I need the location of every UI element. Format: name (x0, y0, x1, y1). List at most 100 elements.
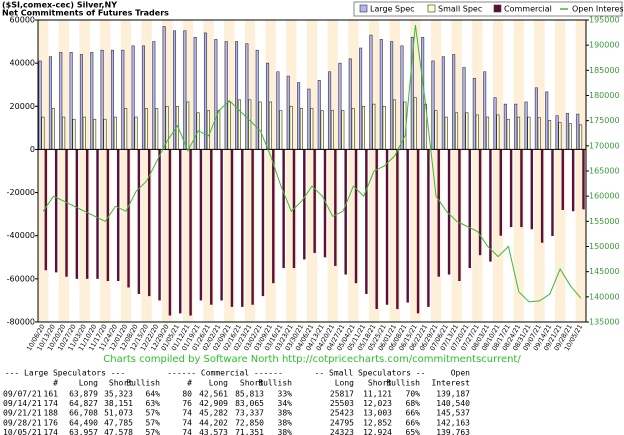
bar (555, 115, 559, 150)
bar (297, 82, 301, 150)
bar (506, 118, 510, 150)
bar (85, 149, 89, 279)
table-cell: 38% (278, 418, 293, 427)
table-header: Long (79, 379, 98, 388)
bar (103, 118, 107, 150)
y2-tick-label: 190000 (589, 41, 620, 50)
legend-swatch (493, 4, 502, 13)
stripe (513, 20, 524, 322)
line (42, 24, 582, 303)
bar (72, 118, 76, 150)
bar (551, 149, 554, 237)
bar (220, 149, 223, 301)
stripe (286, 20, 297, 322)
table-cell: 25503 (330, 399, 354, 408)
bar (69, 52, 73, 150)
stripe (38, 20, 49, 322)
table-cell: 174 (44, 399, 59, 408)
bar (248, 99, 252, 150)
legend-label: Small Spec (438, 5, 482, 14)
bar (524, 101, 528, 150)
bar (199, 149, 203, 301)
bar (303, 149, 306, 260)
bar (344, 149, 347, 275)
table-cell: 174 (44, 428, 59, 435)
bar (79, 54, 83, 150)
bar (475, 114, 479, 150)
table-cell: 09/21/21 (3, 409, 42, 418)
table-cell: 64,490 (69, 418, 98, 427)
bar (478, 149, 482, 256)
table-cell: 71,351 (235, 428, 264, 435)
bar (82, 116, 86, 150)
bar (93, 118, 97, 150)
chart-title: ($SI,comex-cec) Silver,NY (2, 1, 117, 10)
y-tick-label: -40000 (7, 231, 35, 240)
bar (330, 110, 334, 150)
bar (396, 149, 399, 310)
bar (276, 71, 280, 150)
bar (148, 149, 151, 297)
stripe (100, 20, 111, 322)
table-cell: 66% (406, 409, 421, 418)
bar (483, 71, 487, 150)
bar (441, 56, 445, 150)
y2-tick-label: 160000 (589, 192, 620, 201)
bar (121, 49, 125, 150)
table-cell: 63% (146, 399, 161, 408)
bar (106, 149, 110, 282)
bar (38, 60, 42, 150)
bar (217, 110, 221, 150)
bar (137, 149, 141, 294)
bar (561, 149, 565, 210)
stripe (327, 20, 338, 322)
bar (361, 105, 366, 150)
stripe (162, 20, 173, 322)
y2-tick-label: 145000 (589, 267, 620, 276)
bar (576, 113, 580, 150)
table-cell: 80 (182, 390, 192, 399)
y-tick-label: -80000 (7, 318, 35, 327)
bar (179, 149, 182, 314)
bar (558, 122, 562, 150)
bar (385, 149, 389, 305)
footer: Charts compiled by Software North http:/… (103, 354, 521, 365)
stripe (348, 20, 359, 322)
table-cell: 45,282 (199, 409, 228, 418)
bar (458, 149, 461, 282)
table-cell: 63,879 (69, 390, 98, 399)
table-cell: 42,909 (199, 399, 228, 408)
bar (245, 43, 249, 150)
stripe (554, 20, 566, 322)
table-header: Short (240, 379, 264, 388)
stripe (58, 20, 70, 322)
table-cell: 63,957 (69, 428, 98, 435)
y-tick-label: -60000 (7, 274, 35, 283)
table-cell: 57% (146, 409, 161, 418)
bar (116, 149, 120, 282)
stripe (224, 20, 235, 322)
stripe (451, 20, 462, 322)
bar (447, 149, 451, 275)
bar (59, 52, 63, 150)
table-header: Open (451, 369, 470, 378)
table-cell: 35,323 (104, 390, 133, 399)
y-tick-label: 40000 (10, 59, 35, 68)
table-cell: 51,073 (104, 409, 133, 418)
bar (565, 113, 569, 150)
table-cell: 74 (182, 409, 192, 418)
table-cell: 76 (182, 399, 192, 408)
table-cell: 139,187 (436, 390, 470, 399)
bar (437, 149, 440, 277)
bar (338, 62, 342, 150)
bar (320, 110, 324, 150)
bar (406, 149, 409, 303)
table-cell: 38% (278, 409, 293, 418)
table-cell: 12,924 (363, 428, 392, 435)
table-cell: 68% (406, 399, 421, 408)
stripe (182, 20, 194, 322)
bar (237, 99, 241, 150)
bar (517, 116, 521, 150)
bar (341, 110, 345, 150)
table-cell: 70% (406, 390, 421, 399)
